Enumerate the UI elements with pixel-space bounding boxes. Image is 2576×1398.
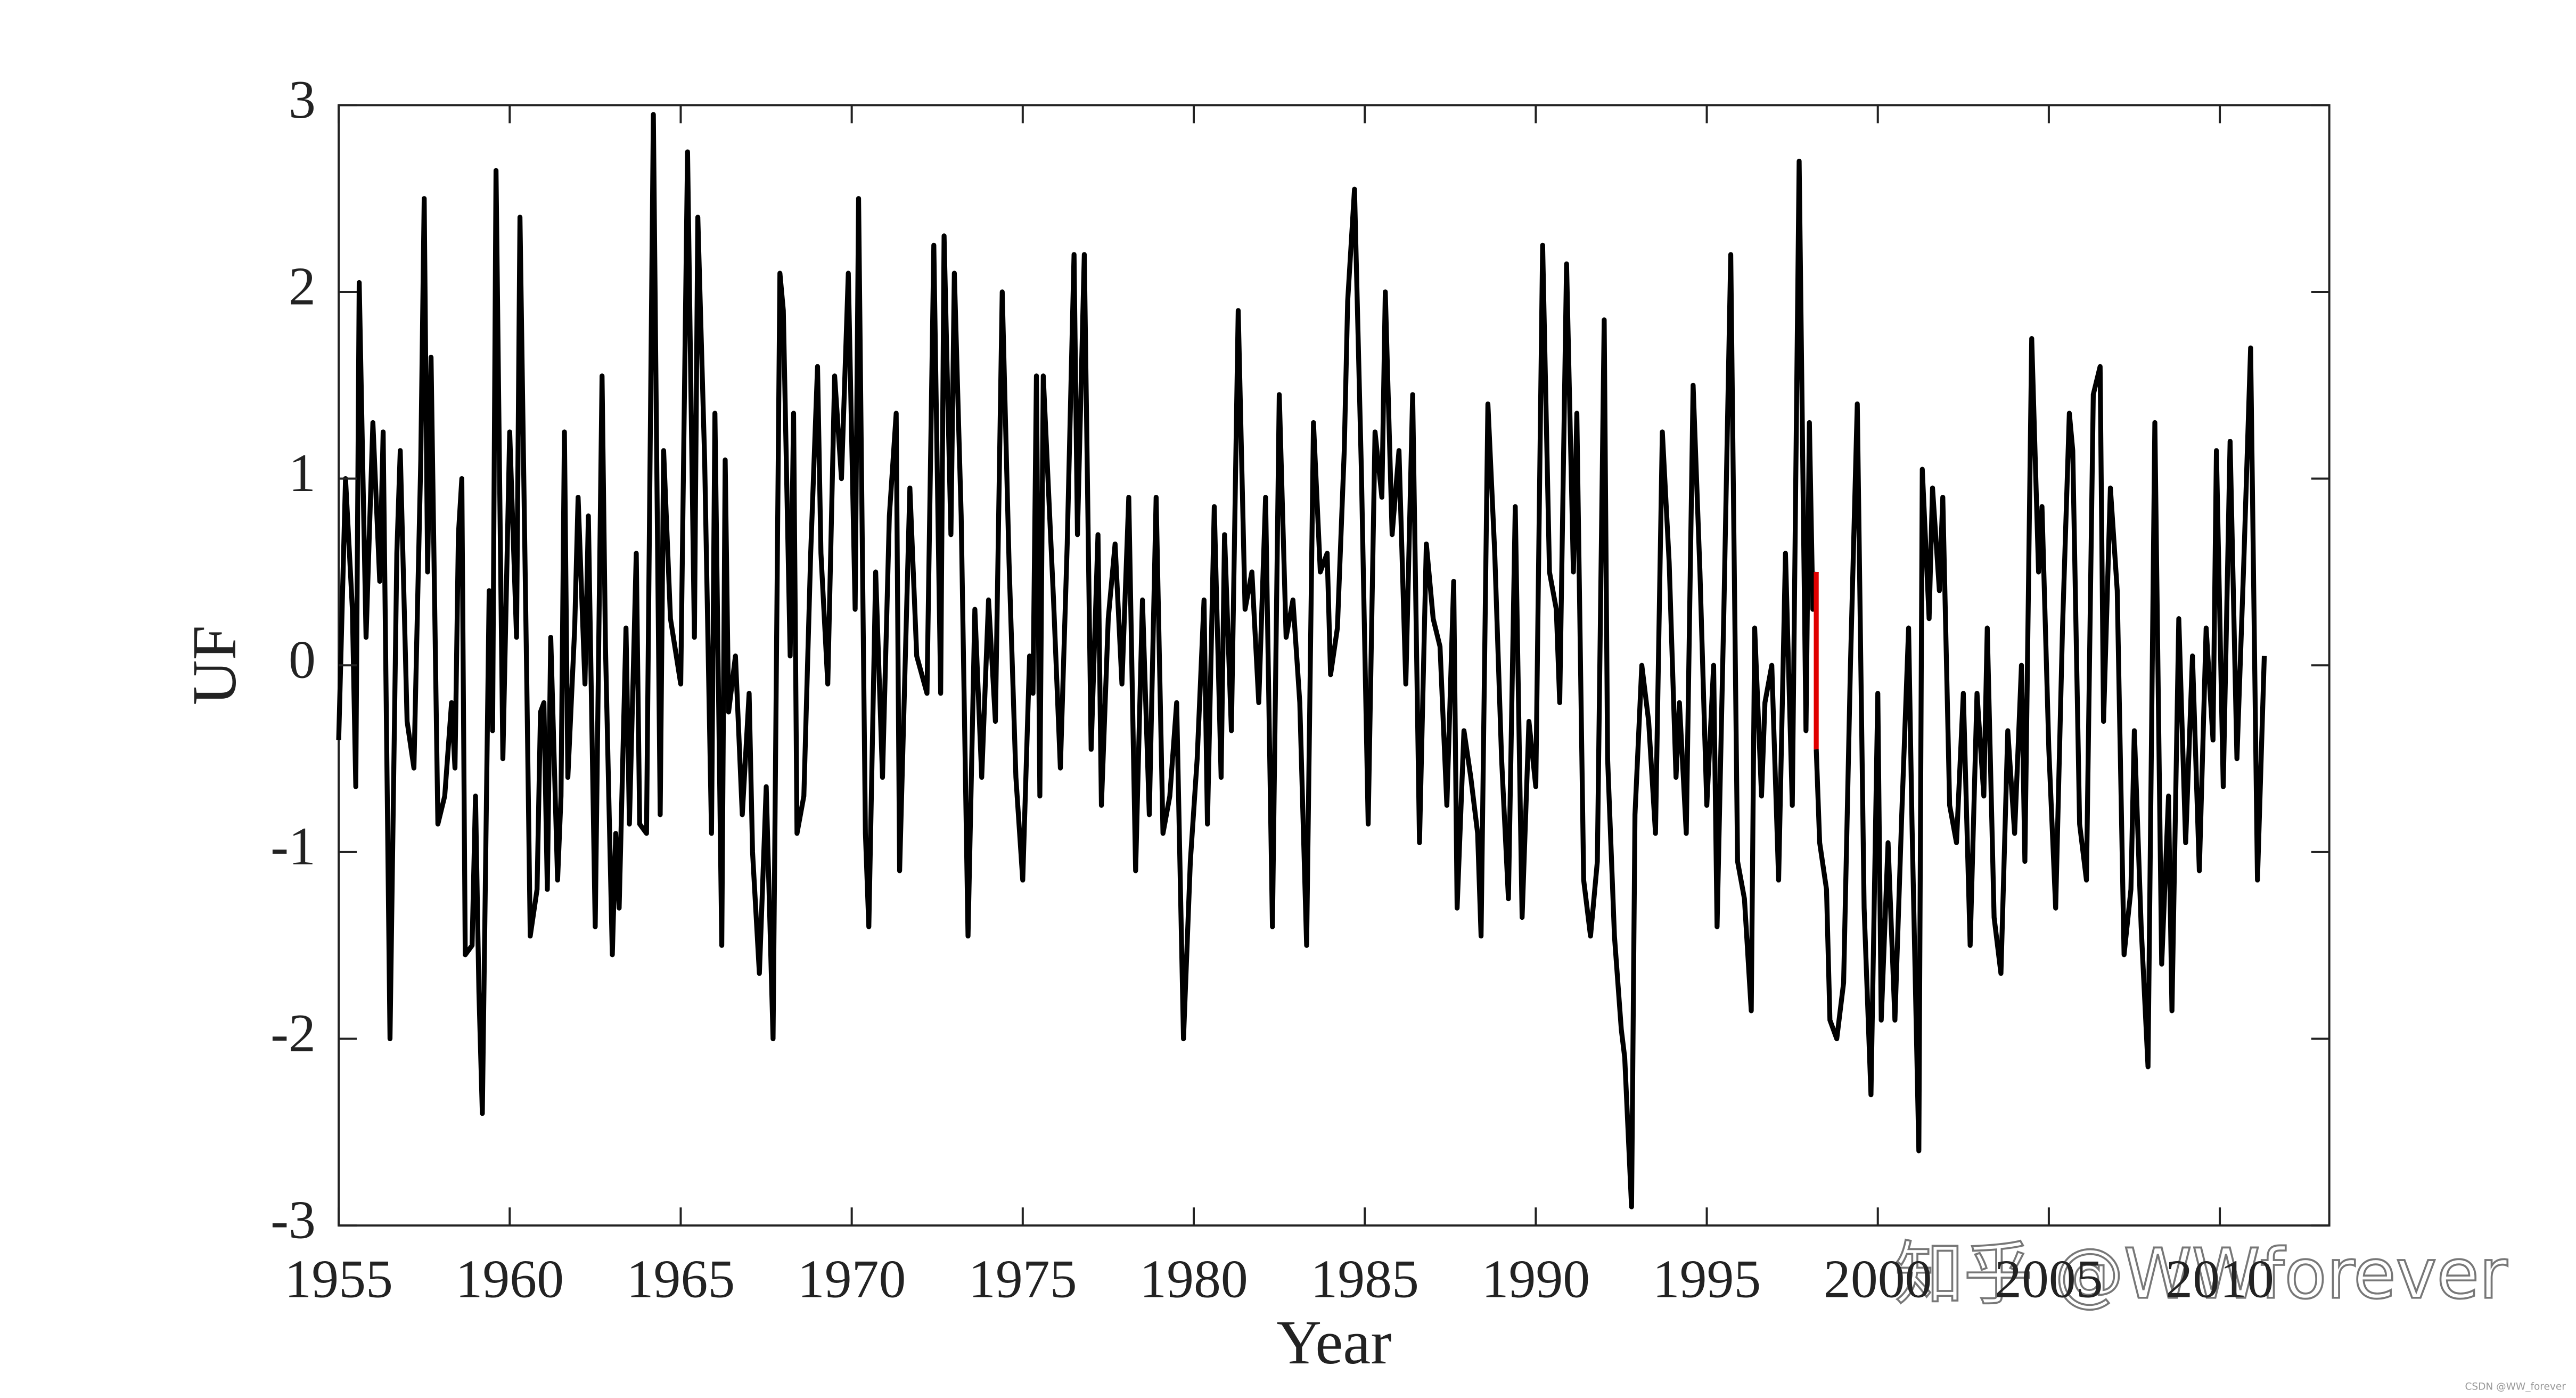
series-line (336, 112, 1819, 1209)
x-tick-label: 1985 (1310, 1249, 1419, 1310)
x-tick-label: 1990 (1482, 1249, 1590, 1310)
x-tick-label: 1995 (1653, 1249, 1761, 1310)
x-tick-label: 2010 (2165, 1249, 2274, 1310)
y-tick-label: 3 (289, 70, 316, 130)
y-tick-label: 2 (289, 256, 316, 316)
x-tick-label: 2000 (1824, 1249, 1932, 1310)
x-tick-label: 2005 (1995, 1249, 2103, 1310)
x-tick-label: 1955 (284, 1249, 393, 1310)
credit: CSDN @WW_forever (2465, 1381, 2566, 1393)
series-layer (336, 112, 2267, 1209)
y-tick-label: -2 (270, 1003, 316, 1064)
y-tick-label: -3 (270, 1190, 316, 1250)
watermark: 知乎 @WWforever (1895, 1234, 2508, 1314)
y-tick-label: 1 (289, 443, 316, 503)
x-tick-label: 1975 (969, 1249, 1077, 1310)
x-axis-label: Year (1276, 1309, 1391, 1377)
y-axis-label: UF (181, 625, 249, 705)
x-tick-label: 1980 (1139, 1249, 1248, 1310)
x-tick-label: 1960 (455, 1249, 564, 1310)
x-tick-label: 1965 (627, 1249, 735, 1310)
y-tick-label: -1 (270, 816, 316, 877)
series-line (1814, 336, 2267, 1154)
x-tick-label: 1970 (798, 1249, 906, 1310)
y-tick-label: 0 (289, 630, 316, 690)
